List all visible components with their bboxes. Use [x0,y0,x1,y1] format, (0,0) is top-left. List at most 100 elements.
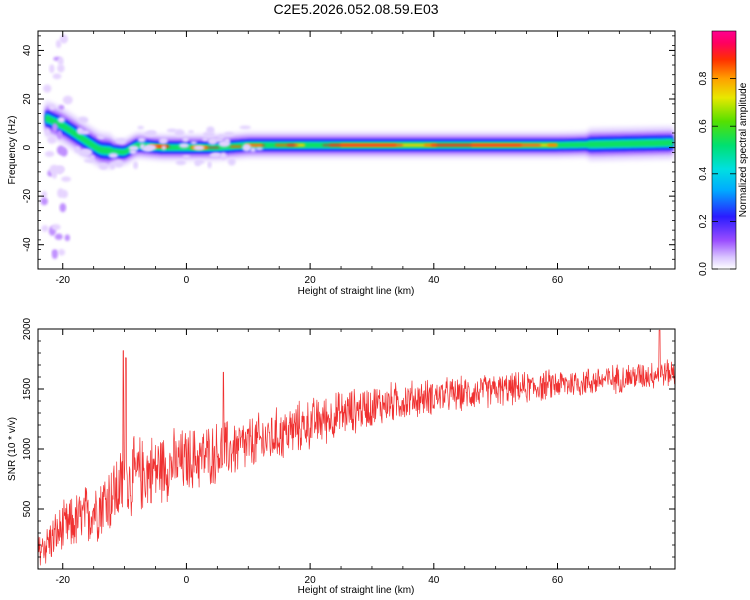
spectrogram-speckle [137,125,144,130]
y-tick-label: -20 [22,188,33,203]
x-tick-label: 20 [305,575,317,586]
spectrogram-speckle [223,132,235,137]
snr-y-axis: 500 1000 1500 2000 [22,317,675,570]
spectrogram-x-axis: -20 0 20 40 60 [56,31,651,286]
spectrogram-speckle [59,202,67,213]
spectrogram-speckle [188,130,194,134]
spectrogram-speckle [54,233,63,240]
y-tick-label: 0 [22,144,33,150]
spectrogram-speckle [128,145,139,151]
spectrogram-speckle [40,197,48,206]
colorbar-label: Normalized spectral amplitude [738,82,749,217]
spectrogram-speckle [113,159,124,168]
spectrogram-speckle [98,163,108,170]
colorbar-tick-label: 0.0 [698,262,709,276]
spectrogram-speckle [52,73,62,80]
spectrogram-speckle [217,134,225,139]
spectrogram-y-label: Frequency (Hz) [7,116,18,185]
x-tick-label: 60 [552,275,564,286]
spectrogram-speckle [49,103,56,111]
y-tick-label: 500 [22,500,33,517]
spectrogram-frame [37,30,676,270]
spectrogram-speckle [57,248,66,256]
spectrogram-speckle [207,137,218,145]
x-tick-label: 60 [552,575,564,586]
spectrogram-peak [204,146,220,149]
snr-series-line [38,329,675,566]
spectrogram-speckle [202,131,215,138]
y-tick-label: 40 [22,44,33,56]
x-tick-label: -20 [56,275,71,286]
y-tick-label: 2000 [22,317,33,340]
colorbar-ticks: 0.0 0.2 0.4 0.6 0.8 [698,71,736,276]
spectrogram-speckle [60,34,68,44]
spectrogram-x-label: Height of straight line (km) [298,286,415,297]
snr-panel: -20 0 20 40 60 500 1000 1500 2000 Height of str… [7,317,676,596]
x-tick-label: 0 [184,275,190,286]
spectrogram-speckle [211,152,222,157]
spectrogram-speckle [61,176,72,182]
spectrogram-speckle [43,84,52,93]
spectrogram-speckle [250,147,256,153]
y-tick-label: 1500 [22,377,33,400]
spectrogram-speckle [166,128,178,133]
spectrogram-speckle [117,138,126,145]
spectrogram-peak [293,143,306,147]
spectrogram-speckle [255,147,264,151]
spectrogram-speckle [141,145,153,152]
spectrogram-speckle [57,129,62,140]
spectrogram-speckle [144,131,156,137]
spectrogram-speckle [44,150,55,157]
spectrogram-speckle [227,158,236,166]
x-tick-label: -20 [56,575,71,586]
y-tick-label: 20 [22,93,33,105]
spectrogram-speckle [44,128,51,137]
spectrogram-speckle [242,143,252,152]
colorbar-tick-label: 0.4 [698,166,709,180]
y-tick-label: 1000 [22,437,33,460]
spectrogram-speckle [51,250,58,260]
spectrogram-speckle [108,152,119,159]
spectrogram-peak [430,144,541,146]
snr-x-label: Height of straight line (km) [298,585,415,596]
x-tick-label: 20 [305,275,317,286]
spectrogram-speckle [57,64,65,73]
spectrogram-speckle [174,129,185,137]
spectrogram-speckle [193,145,205,151]
spectrogram-y-axis: -40 -20 0 20 40 [22,35,675,270]
spectrogram-speckle [56,145,65,155]
spectrogram-speckle [224,138,231,144]
spectrogram-speckle [51,224,61,231]
spectrogram-speckle [182,136,189,142]
spectrogram-speckle [78,116,89,124]
snr-plot-area [38,329,675,569]
spectrogram-speckle [161,145,167,151]
spectrogram-speckle [178,142,190,149]
spectrogram-speckle [41,225,49,232]
spectrogram-speckle [137,137,146,143]
spectrogram-speckle [57,56,64,66]
x-tick-label: 40 [428,575,440,586]
x-tick-label: 40 [428,275,440,286]
spectrogram-speckle [47,135,57,144]
spectrogram-speckle [89,155,95,160]
spectrogram-speckle [81,148,93,156]
spectrogram-speckle [202,136,209,142]
spectrogram-speckle [74,146,81,153]
colorbar: 0.0 0.2 0.4 0.6 0.8 Normalized spectral ampl… [698,30,749,276]
spectrogram-speckle [158,140,168,144]
spectrogram-speckle [190,140,198,145]
spectrogram-peak [547,144,558,147]
spectrogram-speckle [80,129,90,135]
spectrogram-heatmap [40,34,674,260]
spectrogram-speckle [60,189,69,199]
spectrogram-speckle [51,122,58,133]
y-tick-label: -40 [22,237,33,252]
spectrogram-peak [229,145,242,148]
spectrogram-speckle [115,138,120,144]
spectrogram-speckle [194,161,201,167]
spectrogram-speckle [175,159,187,166]
spectrogram-speckle [55,39,62,49]
colorbar-tick-label: 0.8 [698,71,709,85]
